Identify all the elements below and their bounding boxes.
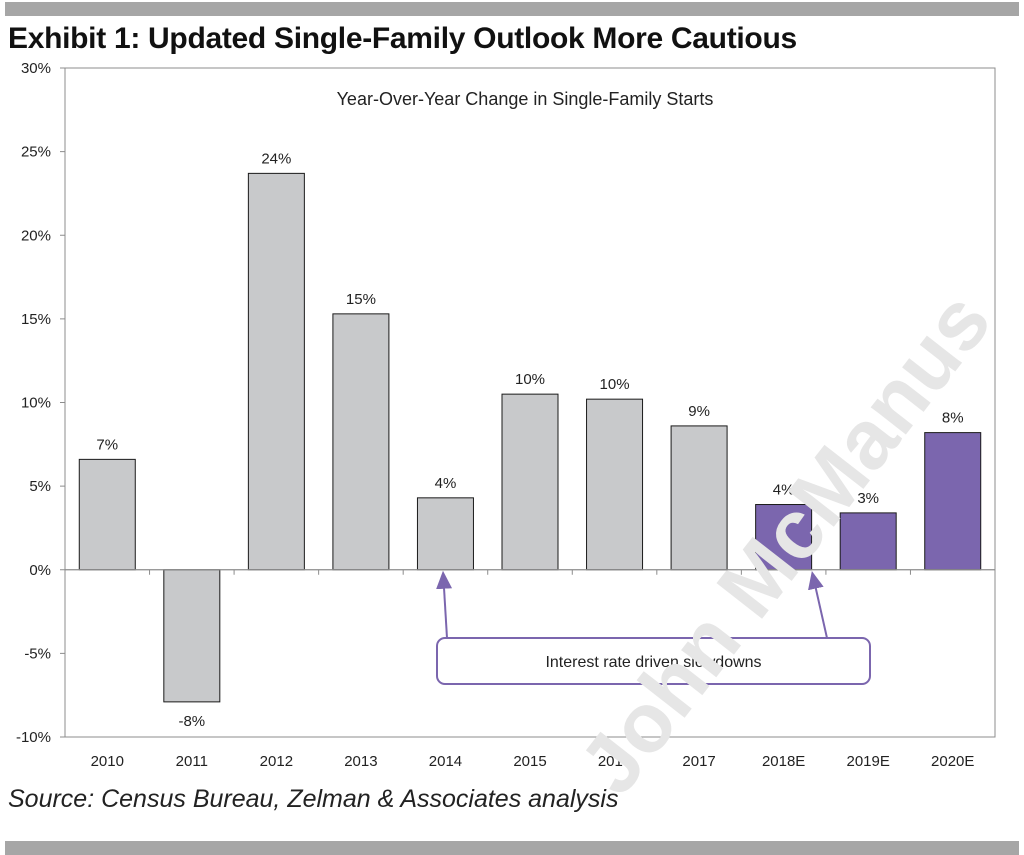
bar-2019E (839, 512, 897, 571)
y-tick-label: -10% (16, 729, 51, 746)
source-note: Source: Census Bureau, Zelman & Associat… (8, 785, 619, 813)
x-tick-label: 2020E (931, 753, 974, 770)
bar-2014 (416, 497, 474, 571)
y-tick-label: -5% (24, 645, 51, 662)
data-label: 10% (600, 376, 630, 393)
data-label: 4% (435, 475, 457, 492)
annotation-box (436, 637, 871, 685)
bar-2016 (586, 398, 644, 571)
data-label: 3% (857, 490, 879, 507)
data-label: 10% (515, 371, 545, 388)
chart-title: Year-Over-Year Change in Single-Family S… (337, 89, 714, 109)
bar-chart: -10% -5% 0% 5% 10% 15% 20% 25% 30% Year-Over-Year… (16, 60, 996, 770)
top-rule (5, 2, 1019, 16)
data-label: 4% (773, 482, 795, 499)
x-tick-label: 2015 (513, 753, 546, 770)
page-title: Exhibit 1: Updated Single-Family Outlook… (8, 22, 797, 55)
y-tick-label: 20% (21, 227, 51, 244)
annotation-text: Interest rate driven slowdowns (545, 654, 761, 671)
y-tick-label: 25% (21, 144, 51, 161)
x-tick-label: 2019E (846, 753, 889, 770)
data-label: 8% (942, 410, 964, 427)
y-tick-label: 15% (21, 311, 51, 328)
data-label: 15% (346, 291, 376, 308)
data-label: 24% (261, 150, 291, 167)
bottom-rule (5, 841, 1019, 855)
x-tick-label: 2018E (762, 753, 805, 770)
x-tick-label: 2014 (429, 753, 462, 770)
x-tick-label: 2010 (91, 753, 124, 770)
annotation-arrow-left (436, 570, 453, 639)
x-tick-label: 2011 (176, 753, 208, 770)
y-tick-label: 10% (21, 395, 51, 412)
data-label: 7% (96, 436, 118, 453)
data-label: 9% (688, 403, 710, 420)
annotation-arrow-right (808, 570, 828, 639)
data-label: -8% (178, 713, 205, 730)
bar-2015 (501, 393, 559, 571)
bar-2018E (755, 504, 813, 571)
bar-2012 (247, 172, 305, 571)
x-tick-label: 2012 (260, 753, 293, 770)
y-tick-label: 0% (29, 562, 51, 579)
bar-2010 (78, 458, 136, 571)
y-tick-label: 30% (21, 60, 51, 77)
bar-2020E (924, 432, 982, 571)
x-tick-label: 2013 (344, 753, 377, 770)
x-tick-label: 2017 (682, 753, 715, 770)
x-tick-label: 2016 (598, 753, 631, 770)
bar-2017 (670, 425, 728, 571)
y-tick-label: 5% (29, 478, 51, 495)
bar-2011 (163, 569, 221, 703)
bar-2013 (332, 313, 390, 571)
